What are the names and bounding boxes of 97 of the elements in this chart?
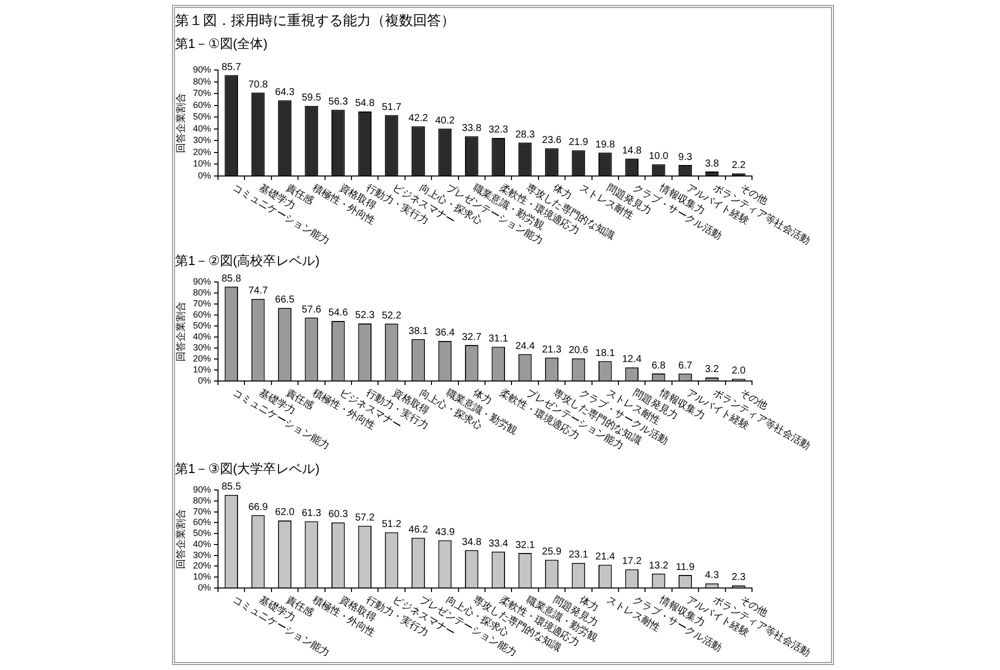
data-label: 21.9: [568, 136, 589, 148]
data-label: 57.6: [302, 304, 322, 316]
data-label: 36.4: [435, 328, 456, 339]
data-label: 56.3: [328, 96, 348, 108]
data-label: 34.8: [462, 536, 482, 548]
data-label: 3.8: [704, 158, 720, 170]
data-label: 52.2: [382, 310, 402, 322]
data-label: 32.3: [488, 124, 509, 136]
data-label: 40.2: [435, 115, 456, 126]
y-tick-label: 40%: [192, 123, 211, 134]
data-label: 13.2: [648, 560, 669, 572]
data-label: 17.2: [622, 556, 642, 568]
y-tick-label: 30%: [192, 135, 211, 146]
y-tick-label: 90%: [192, 276, 211, 286]
y-tick-label: 90%: [192, 64, 211, 74]
data-label: 2.2: [732, 160, 746, 172]
y-tick-label: 60%: [192, 517, 211, 528]
y-axis-title: 回答企業割合: [174, 509, 187, 569]
data-label: 6.8: [652, 360, 666, 372]
data-label: 59.5: [302, 92, 322, 104]
y-tick-label: 50%: [192, 528, 211, 538]
data-label: 46.2: [408, 524, 428, 536]
data-label: 21.4: [595, 551, 616, 562]
y-axis-title: 回答企業割合: [174, 302, 187, 362]
data-label: 31.1: [488, 334, 509, 345]
data-label: 60.3: [328, 509, 348, 520]
data-label: 2.3: [732, 572, 746, 584]
data-label: 11.9: [676, 562, 696, 573]
y-tick-label: 70%: [192, 88, 211, 98]
data-label: 33.4: [488, 538, 509, 550]
y-tick-label: 0%: [198, 170, 211, 180]
data-label: 33.8: [462, 122, 482, 134]
data-label: 52.3: [355, 310, 376, 322]
y-tick-label: 20%: [192, 146, 211, 157]
y-tick-label: 0%: [198, 582, 211, 592]
chart-subtitle: 第1－①図(全体): [175, 36, 269, 52]
data-label: 23.1: [568, 550, 589, 561]
data-label: 21.3: [542, 344, 562, 356]
data-label: 28.3: [515, 129, 536, 140]
data-label: 23.6: [542, 134, 562, 146]
data-label: 42.2: [408, 113, 428, 124]
chart-title: 第1－③図(大学卒レベル): [175, 460, 321, 478]
y-tick-label: 10%: [192, 364, 211, 374]
data-label: 32.7: [462, 332, 482, 343]
data-label: 57.2: [355, 512, 376, 524]
y-tick-label: 50%: [192, 112, 211, 122]
chart-title: 第1－②図(高校卒レベル): [175, 252, 321, 270]
y-tick-label: 50%: [192, 320, 211, 330]
y-tick-label: 40%: [192, 538, 211, 549]
y-tick-label: 80%: [192, 76, 211, 86]
data-label: 19.8: [595, 139, 616, 150]
data-label: 54.8: [355, 98, 376, 110]
y-tick-label: 20%: [192, 560, 211, 571]
data-label: 10.0: [648, 150, 669, 162]
data-label: 70.8: [248, 79, 268, 90]
data-label: 43.9: [435, 526, 456, 538]
data-label: 66.5: [275, 294, 295, 306]
y-tick-label: 0%: [198, 375, 211, 386]
data-label: 12.4: [622, 354, 642, 366]
data-label: 62.0: [275, 507, 295, 518]
data-label: 85.5: [222, 482, 242, 493]
y-tick-label: 10%: [192, 158, 211, 169]
data-label: 85.8: [222, 273, 242, 284]
data-label: 24.4: [515, 340, 536, 352]
data-label: 18.1: [595, 348, 616, 359]
y-tick-label: 90%: [192, 484, 211, 494]
y-tick-label: 30%: [192, 342, 211, 352]
data-label: 61.3: [302, 508, 322, 519]
y-axis-title: 回答企業割合: [174, 93, 187, 153]
data-label: 14.8: [622, 145, 642, 156]
y-tick-label: 40%: [192, 331, 211, 342]
data-label: 3.2: [704, 364, 720, 376]
y-tick-label: 70%: [192, 506, 211, 516]
data-label: 6.7: [678, 360, 693, 372]
y-tick-label: 60%: [192, 309, 211, 320]
data-label: 51.2: [382, 519, 402, 530]
y-tick-label: 70%: [192, 298, 211, 308]
data-label: 4.3: [704, 570, 720, 582]
y-tick-label: 60%: [192, 100, 211, 110]
data-label: 85.7: [222, 62, 242, 73]
data-label: 20.6: [568, 345, 589, 356]
data-label: 64.3: [275, 87, 295, 98]
data-label: 66.9: [248, 502, 268, 513]
y-tick-label: 30%: [192, 550, 211, 560]
data-label: 38.1: [408, 326, 428, 337]
data-label: 9.3: [678, 152, 693, 163]
data-label: 51.7: [382, 102, 402, 113]
chart-title: 第１図．採用時に重視する能力（複数回答）: [175, 11, 456, 30]
y-tick-label: 80%: [192, 287, 211, 298]
data-label: 74.7: [248, 286, 268, 297]
data-label: 54.6: [328, 308, 348, 319]
y-tick-label: 10%: [192, 572, 211, 582]
data-label: 32.1: [515, 540, 536, 551]
data-label: 2.0: [732, 366, 746, 377]
data-label: 25.9: [542, 546, 562, 558]
y-tick-label: 80%: [192, 495, 211, 506]
y-tick-label: 20%: [192, 353, 211, 364]
